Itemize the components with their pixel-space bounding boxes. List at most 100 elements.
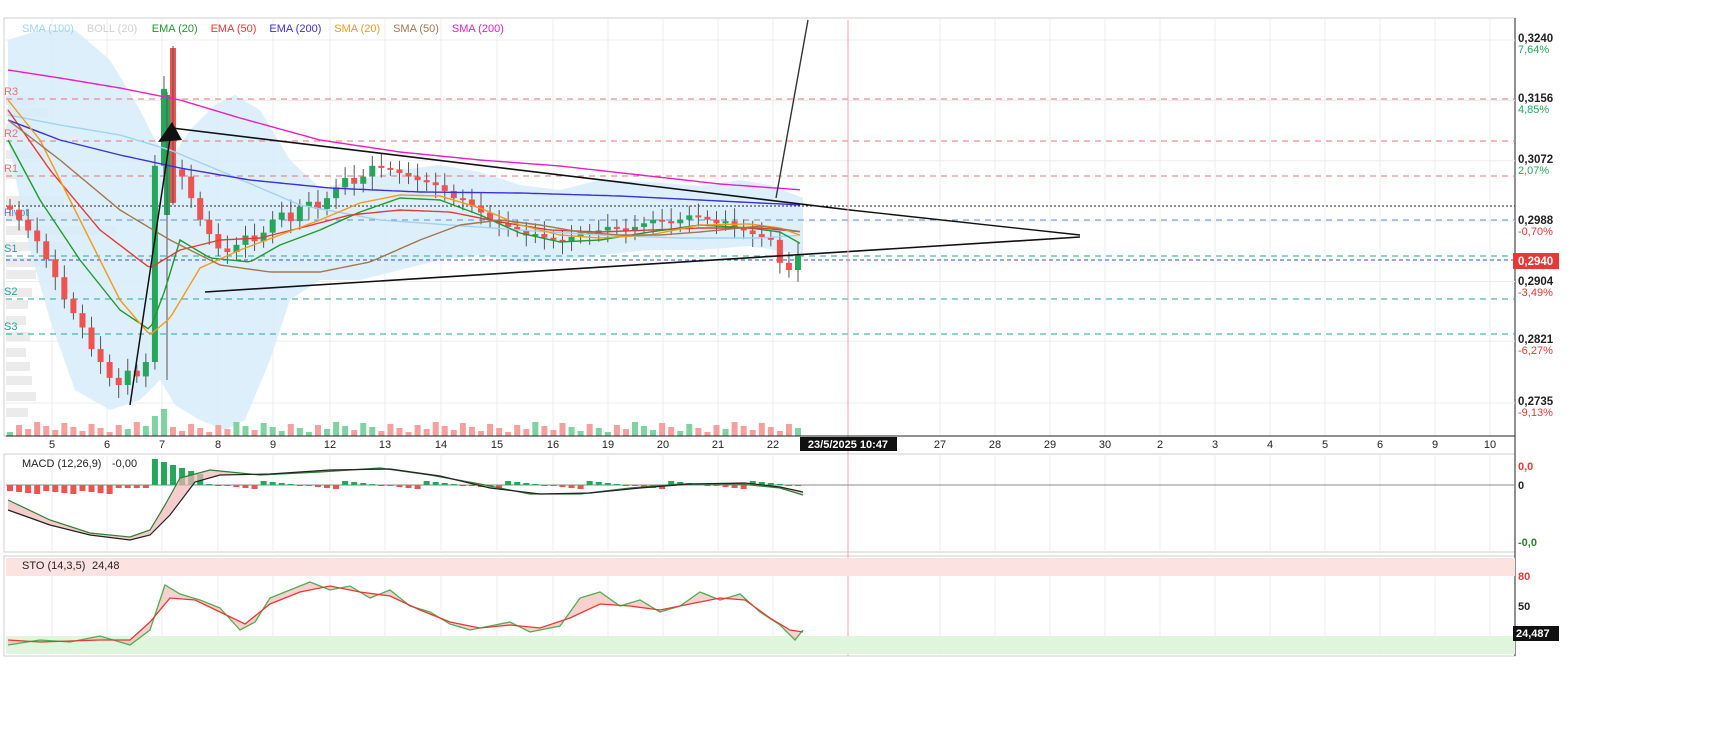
volume-bar (776, 431, 783, 436)
candle-body (559, 239, 566, 242)
level-label-r3: R3 (4, 86, 18, 98)
candle-body (450, 190, 457, 199)
macd-histogram-bar (70, 485, 77, 494)
x-axis-tick-label: 12 (324, 439, 336, 451)
macd-histogram-bar (668, 481, 675, 485)
macd-histogram-bar (577, 485, 584, 489)
macd-histogram-bar (396, 485, 403, 487)
candle-body (160, 88, 167, 166)
volume-bar (668, 427, 675, 436)
macd-histogram-bar (523, 483, 530, 485)
macd-histogram-bar (776, 484, 783, 485)
candle-body (613, 226, 620, 229)
volume-profile-bar (6, 362, 30, 371)
macd-histogram-bar (505, 481, 512, 485)
last-price-tag (1513, 253, 1559, 269)
candle-body (622, 228, 629, 231)
candle-body (188, 176, 195, 199)
candle-body (278, 212, 285, 220)
volume-profile-bar (6, 316, 26, 325)
x-axis-tick-label: 9 (270, 439, 276, 451)
volume-bar (160, 409, 167, 436)
volume-bar (432, 422, 439, 436)
volume-bar (61, 423, 68, 436)
candle-body (269, 219, 276, 233)
macd-histogram-bar (170, 465, 177, 485)
candle-body (414, 176, 421, 181)
price-tick-label: 0,2821 (1518, 334, 1554, 346)
volume-bar (559, 423, 566, 436)
volume-bar (88, 424, 95, 436)
candle-body (115, 377, 122, 386)
volume-bar (34, 422, 41, 436)
level-label-s1: S1 (4, 243, 17, 255)
price-tick-label: 0,3240 (1518, 33, 1553, 45)
candle-body (287, 212, 294, 222)
candle-body (206, 219, 213, 235)
candle-body (314, 201, 321, 209)
x-axis-tick-label: 5 (49, 439, 55, 451)
candle-body (179, 169, 186, 177)
macd-histogram-bar (731, 485, 738, 488)
ema200-line (7, 119, 801, 206)
macd-histogram-bar (278, 483, 285, 485)
volume-bar (142, 426, 149, 436)
candle-body (722, 221, 729, 224)
volume-bar (7, 432, 13, 436)
macd-histogram-bar (106, 485, 113, 494)
macd-histogram-bar (269, 482, 276, 485)
macd-histogram-bar (179, 468, 186, 485)
candle-body (514, 226, 521, 231)
volume-bar (477, 431, 484, 436)
macd-histogram-bar (133, 485, 140, 488)
x-axis-tick-label: 2 (1157, 439, 1163, 451)
volume-bar (704, 432, 711, 436)
macd-histogram-bar (52, 485, 59, 492)
macd-histogram-bar (151, 459, 158, 485)
indicator-legend-item: SMA (20) (334, 23, 380, 35)
macd-histogram-bar (333, 485, 340, 489)
indicator-legend-item: EMA (50) (211, 23, 257, 35)
volume-bar (52, 430, 59, 436)
candle-body (677, 219, 684, 224)
volume-bar (622, 429, 629, 436)
sto-last-value: 24,487 (1516, 628, 1550, 640)
volume-profile-bar (6, 300, 28, 309)
candle-body (342, 178, 349, 188)
x-axis-tick-label: 5 (1322, 439, 1328, 451)
volume-bar (523, 429, 530, 436)
candle-body (34, 230, 41, 242)
candle-body (151, 165, 158, 363)
macd-histogram-bar (432, 482, 439, 485)
macd-histogram-bar (740, 485, 747, 489)
macd-histogram-bar (296, 485, 303, 486)
candle-body (360, 176, 367, 184)
candle-body (758, 234, 765, 237)
candle-body (25, 219, 32, 231)
volume-bar (333, 422, 340, 436)
macd-histogram-bar (559, 485, 566, 487)
macd-histogram-bar (97, 485, 104, 493)
volume-bar (423, 429, 430, 436)
volume-bar (324, 429, 331, 436)
volume-bar (568, 427, 575, 436)
candle-body (133, 370, 140, 377)
volume-bar (378, 431, 385, 436)
candle-body (468, 199, 475, 206)
price-change-label: -0,70% (1518, 226, 1553, 238)
volume-bar (360, 423, 367, 436)
candle-body (142, 362, 149, 377)
macd-histogram-bar (34, 485, 41, 494)
candle-body (795, 255, 801, 271)
trendline-upper (171, 127, 851, 211)
volume-bar (677, 431, 684, 436)
price-change-label: 7,64% (1518, 44, 1549, 56)
indicator-legend-item: SMA (50) (393, 23, 439, 35)
candle-body (704, 216, 711, 220)
volume-bar (278, 431, 285, 436)
macd-histogram-bar (441, 483, 448, 485)
volume-bar (541, 426, 548, 436)
x-axis-tick-label: 22 (767, 439, 779, 451)
indicator-legend-item: EMA (200) (269, 23, 321, 35)
candle-body (396, 169, 403, 173)
